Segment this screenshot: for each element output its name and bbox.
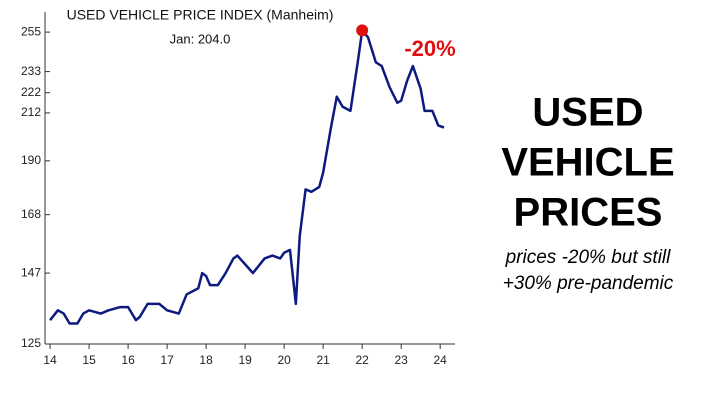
headline-line: VEHICLE [501, 141, 674, 185]
y-tick-label: 147 [21, 265, 41, 279]
x-tick-label: 21 [316, 353, 330, 367]
x-tick-label: 15 [82, 353, 96, 367]
headline-line: USED [532, 91, 643, 135]
y-tick-label: 190 [21, 153, 41, 167]
x-tick-label: 14 [43, 353, 57, 367]
x-tick-label: 22 [355, 353, 369, 367]
headline: USED VEHICLE PRICES [501, 91, 674, 235]
chart-subtitle: Jan: 204.0 [170, 31, 231, 46]
caption: prices -20% but still +30% pre-pandemic [503, 247, 674, 294]
x-tick-label: 16 [121, 353, 135, 367]
peak-marker [356, 24, 369, 37]
y-tick-label: 233 [21, 64, 41, 78]
x-tick-label: 23 [394, 353, 408, 367]
y-tick-label: 125 [21, 336, 41, 350]
x-tick-label: 17 [160, 353, 174, 367]
caption-line: +30% pre-pandemic [503, 273, 674, 294]
headline-line: PRICES [514, 191, 663, 235]
x-tick-label: 24 [433, 353, 447, 367]
x-tick-label: 18 [199, 353, 213, 367]
annotation: -20% [404, 36, 455, 61]
caption-line: prices -20% but still [505, 247, 672, 268]
y-tick-label: 168 [21, 207, 41, 221]
y-tick-label: 212 [21, 105, 41, 119]
x-tick-label: 19 [238, 353, 252, 367]
chart-title: USED VEHICLE PRICE INDEX (Manheim) [67, 7, 334, 23]
y-tick-label: 222 [21, 85, 41, 99]
x-tick-label: 20 [277, 353, 291, 367]
y-tick-label: 255 [21, 24, 41, 38]
price-line [49, 29, 445, 325]
